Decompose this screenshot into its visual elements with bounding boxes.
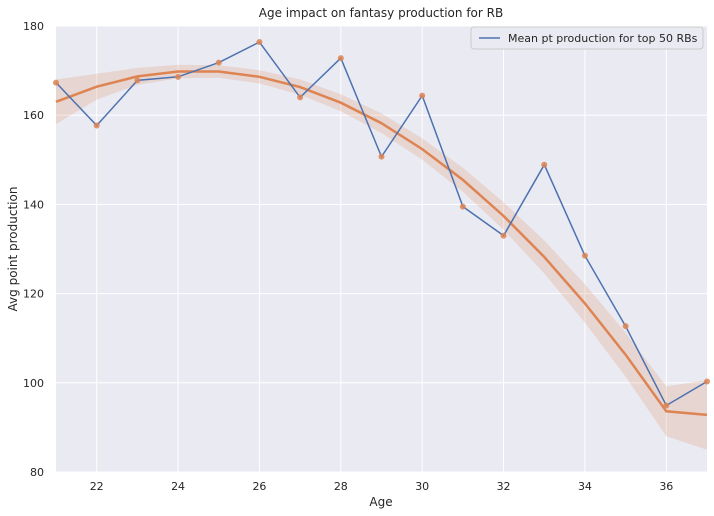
data-point bbox=[337, 55, 344, 62]
x-tick-label: 34 bbox=[578, 480, 592, 493]
data-point bbox=[297, 94, 304, 101]
data-point bbox=[134, 77, 141, 84]
data-point bbox=[53, 79, 59, 86]
legend: Mean pt production for top 50 RBs bbox=[470, 26, 704, 50]
data-point bbox=[704, 378, 710, 385]
grid-lines bbox=[56, 25, 707, 473]
x-tick-label: 30 bbox=[415, 480, 429, 493]
data-point bbox=[256, 39, 263, 46]
y-tick-label: 100 bbox=[23, 377, 44, 390]
y-tick-labels: 80 100 120 140 160 180 bbox=[23, 20, 44, 479]
y-tick-label: 160 bbox=[23, 109, 44, 122]
data-point bbox=[663, 402, 670, 409]
plot-area bbox=[56, 26, 707, 472]
x-tick-label: 22 bbox=[90, 480, 104, 493]
y-tick-label: 80 bbox=[30, 466, 44, 479]
chart-title: Age impact on fantasy production for RB bbox=[259, 6, 503, 20]
data-point bbox=[93, 122, 100, 129]
data-point bbox=[581, 252, 588, 259]
x-tick-label: 24 bbox=[171, 480, 185, 493]
legend-label: Mean pt production for top 50 RBs bbox=[508, 32, 698, 45]
data-point bbox=[459, 203, 466, 210]
data-point bbox=[500, 232, 507, 239]
data-point bbox=[378, 153, 385, 160]
y-tick-label: 180 bbox=[23, 20, 44, 33]
data-point bbox=[541, 161, 548, 168]
data-points-layer bbox=[53, 39, 710, 409]
data-point bbox=[175, 73, 182, 80]
x-tick-label: 28 bbox=[334, 480, 348, 493]
x-tick-label: 36 bbox=[659, 480, 673, 493]
x-axis-label: Age bbox=[369, 495, 392, 509]
data-point bbox=[622, 323, 629, 330]
x-tick-label: 26 bbox=[252, 480, 266, 493]
y-tick-label: 140 bbox=[23, 198, 44, 211]
data-point bbox=[215, 59, 222, 66]
fit-curve bbox=[55, 70, 708, 417]
y-axis-label: Avg point production bbox=[6, 187, 20, 312]
y-tick-label: 120 bbox=[23, 288, 44, 301]
x-tick-label: 32 bbox=[497, 480, 511, 493]
x-tick-labels: 22 24 26 28 30 32 34 36 bbox=[90, 480, 674, 493]
fit-curve-layer bbox=[55, 70, 708, 417]
legend-box bbox=[470, 26, 704, 50]
data-point bbox=[419, 92, 426, 99]
